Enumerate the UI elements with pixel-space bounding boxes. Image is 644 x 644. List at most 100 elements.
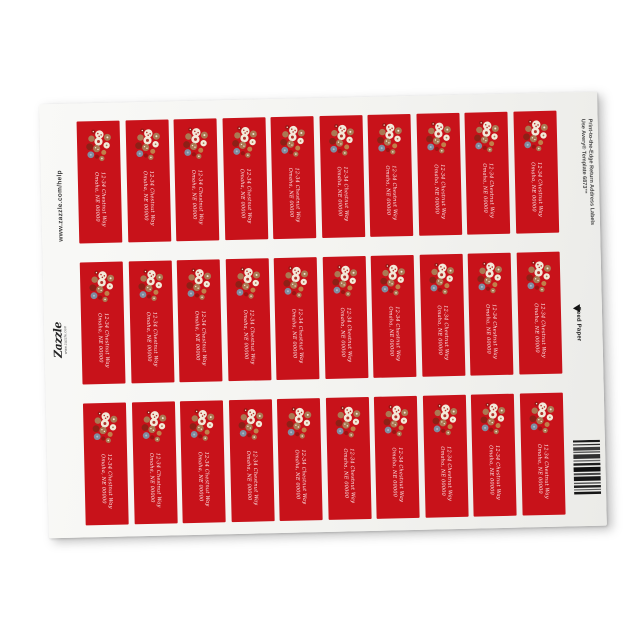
address-text: 12-34 Chestnut Way Omaha, NE 00000 xyxy=(148,453,162,508)
address-line2: Omaha, NE 00000 xyxy=(487,445,495,496)
address-label: 12-34 Chestnut Way Omaha, NE 00000 xyxy=(422,394,469,518)
address-line2: Omaha, NE 00000 xyxy=(384,165,392,216)
ornament-tree-icon xyxy=(283,266,309,298)
address-text: 12-34 Chestnut Way Omaha, NE 00000 xyxy=(487,445,501,500)
address-label: 12-34 Chestnut Way Omaha, NE 00000 xyxy=(370,254,417,378)
address-text: 12-34 Chestnut Way Omaha, NE 00000 xyxy=(384,165,398,220)
address-line2: Omaha, NE 00000 xyxy=(93,172,101,222)
label-sheet: www.zazzle.com/help Zazzle www.zazzle.co… xyxy=(39,91,607,539)
address-text: 12-34 Chestnut Way Omaha, NE 00000 xyxy=(293,449,308,505)
address-line2: Omaha, NE 00000 xyxy=(293,449,301,500)
address-text: 12-34 Chestnut Way Omaha, NE 00000 xyxy=(245,451,259,506)
address-line1: 12-34 Chestnut Way xyxy=(439,164,447,220)
address-label: 12-34 Chestnut Way Omaha, NE 00000 xyxy=(173,118,220,242)
address-label: 12-34 Chestnut Way Omaha, NE 00000 xyxy=(76,120,123,244)
address-line1: 12-34 Chestnut Way xyxy=(342,166,350,222)
ornament-tree-icon xyxy=(89,270,115,303)
ornament-tree-icon xyxy=(141,410,166,442)
address-label: 12-34 Chestnut Way Omaha, NE 00000 xyxy=(131,401,178,525)
address-line1: 12-34 Chestnut Way xyxy=(245,168,253,224)
ornament-tree-icon xyxy=(380,263,406,296)
labels-grid: 12-34 Chestnut Way Omaha, NE 00000 xyxy=(76,110,566,526)
address-label: 12-34 Chestnut Way Omaha, NE 00000 xyxy=(467,252,514,376)
ornament-tree-icon xyxy=(137,269,163,301)
address-line2: Omaha, NE 00000 xyxy=(535,444,544,494)
address-label: 12-34 Chestnut Way Omaha, NE 00000 xyxy=(225,258,271,382)
address-line2: Omaha, NE 00000 xyxy=(387,306,395,357)
address-line1: 12-34 Chestnut Way xyxy=(300,449,308,505)
address-line1: 12-34 Chestnut Way xyxy=(251,450,259,506)
address-line1: 12-34 Chestnut Way xyxy=(345,307,353,363)
address-line2: Omaha, NE 00000 xyxy=(342,448,350,499)
address-text: 12-34 Chestnut Way Omaha, NE 00000 xyxy=(535,443,550,499)
address-text: 12-34 Chestnut Way Omaha, NE 00000 xyxy=(335,166,350,222)
address-line1: 12-34 Chestnut Way xyxy=(348,448,356,504)
address-text: 12-34 Chestnut Way Omaha, NE 00000 xyxy=(287,167,301,222)
ornament-tree-icon xyxy=(280,125,305,157)
address-line2: Omaha, NE 00000 xyxy=(245,450,253,501)
ornament-tree-icon xyxy=(525,260,551,293)
ornament-tree-icon xyxy=(183,127,208,159)
address-line1: 12-34 Chestnut Way xyxy=(154,452,162,508)
address-label: 12-34 Chestnut Way Omaha, NE 00000 xyxy=(222,117,268,241)
address-text: 12-34 Chestnut Way Omaha, NE 00000 xyxy=(481,163,495,218)
address-line2: Omaha, NE 00000 xyxy=(238,168,246,219)
address-line1: 12-34 Chestnut Way xyxy=(490,304,499,359)
address-line2: Omaha, NE 00000 xyxy=(435,305,443,356)
address-text: 12-34 Chestnut Way Omaha, NE 00000 xyxy=(96,313,110,368)
address-text: 12-34 Chestnut Way Omaha, NE 00000 xyxy=(484,304,498,359)
address-line2: Omaha, NE 00000 xyxy=(390,447,398,498)
address-label: 12-34 Chestnut Way Omaha, NE 00000 xyxy=(373,395,420,519)
address-label: 12-34 Chestnut Way Omaha, NE 00000 xyxy=(128,260,174,384)
address-line2: Omaha, NE 00000 xyxy=(287,167,295,218)
address-line2: Omaha, NE 00000 xyxy=(529,162,537,212)
ornament-tree-icon xyxy=(189,409,215,441)
address-text: 12-34 Chestnut Way Omaha, NE 00000 xyxy=(338,307,353,363)
address-label: 12-34 Chestnut Way Omaha, NE 00000 xyxy=(82,402,129,526)
address-line1: 12-34 Chestnut Way xyxy=(199,310,208,366)
address-label: 12-34 Chestnut Way Omaha, NE 00000 xyxy=(516,251,562,375)
ornament-tree-icon xyxy=(134,128,160,160)
address-text: 12-34 Chestnut Way Omaha, NE 00000 xyxy=(342,448,356,503)
address-label: 12-34 Chestnut Way Omaha, NE 00000 xyxy=(470,393,517,517)
ornament-tree-icon xyxy=(480,402,506,435)
address-line1: 12-34 Chestnut Way xyxy=(102,312,111,368)
address-label: 12-34 Chestnut Way Omaha, NE 00000 xyxy=(318,115,365,239)
ornament-tree-icon xyxy=(425,121,451,154)
address-line2: Omaha, NE 00000 xyxy=(99,453,107,504)
address-text: 12-34 Chestnut Way Omaha, NE 00000 xyxy=(241,309,256,365)
address-line1: 12-34 Chestnut Way xyxy=(296,308,305,364)
address-line2: Omaha, NE 00000 xyxy=(439,446,447,497)
ornament-tree-icon xyxy=(474,120,499,153)
address-line1: 12-34 Chestnut Way xyxy=(390,165,398,221)
address-label: 12-34 Chestnut Way Omaha, NE 00000 xyxy=(464,111,511,235)
barcode-icon xyxy=(572,439,602,495)
ornament-tree-icon xyxy=(238,408,263,440)
address-label: 12-34 Chestnut Way Omaha, NE 00000 xyxy=(325,396,372,520)
zazzle-logo-subtext: www.zazzle.com xyxy=(63,325,68,355)
address-label: 12-34 Chestnut Way Omaha, NE 00000 xyxy=(125,119,171,243)
address-line1: 12-34 Chestnut Way xyxy=(442,305,450,361)
address-text: 12-34 Chestnut Way Omaha, NE 00000 xyxy=(432,164,447,220)
ornament-tree-icon xyxy=(522,119,548,152)
address-label: 12-34 Chestnut Way Omaha, NE 00000 xyxy=(419,253,465,377)
address-line1: 12-34 Chestnut Way xyxy=(99,171,107,227)
address-line1: 12-34 Chestnut Way xyxy=(248,309,256,365)
address-line2: Omaha, NE 00000 xyxy=(338,307,346,358)
address-line2: Omaha, NE 00000 xyxy=(190,169,198,220)
address-text: 12-34 Chestnut Way Omaha, NE 00000 xyxy=(141,171,156,226)
address-line2: Omaha, NE 00000 xyxy=(144,311,153,362)
address-label: 12-34 Chestnut Way Omaha, NE 00000 xyxy=(367,113,414,237)
address-label: 12-34 Chestnut Way Omaha, NE 00000 xyxy=(519,392,566,516)
ornament-tree-icon xyxy=(335,405,360,438)
address-label: 12-34 Chestnut Way Omaha, NE 00000 xyxy=(270,116,317,240)
ornament-tree-icon xyxy=(234,267,260,299)
address-label: 12-34 Chestnut Way Omaha, NE 00000 xyxy=(276,398,323,522)
avery-template-note: Print-to-the-Edge Return Address Labels … xyxy=(579,119,595,226)
ornament-tree-icon xyxy=(286,407,312,439)
address-text: 12-34 Chestnut Way Omaha, NE 00000 xyxy=(193,311,207,366)
ornament-tree-icon xyxy=(331,265,357,297)
address-line1: 12-34 Chestnut Way xyxy=(542,443,550,499)
address-line1: 12-34 Chestnut Way xyxy=(397,447,405,503)
